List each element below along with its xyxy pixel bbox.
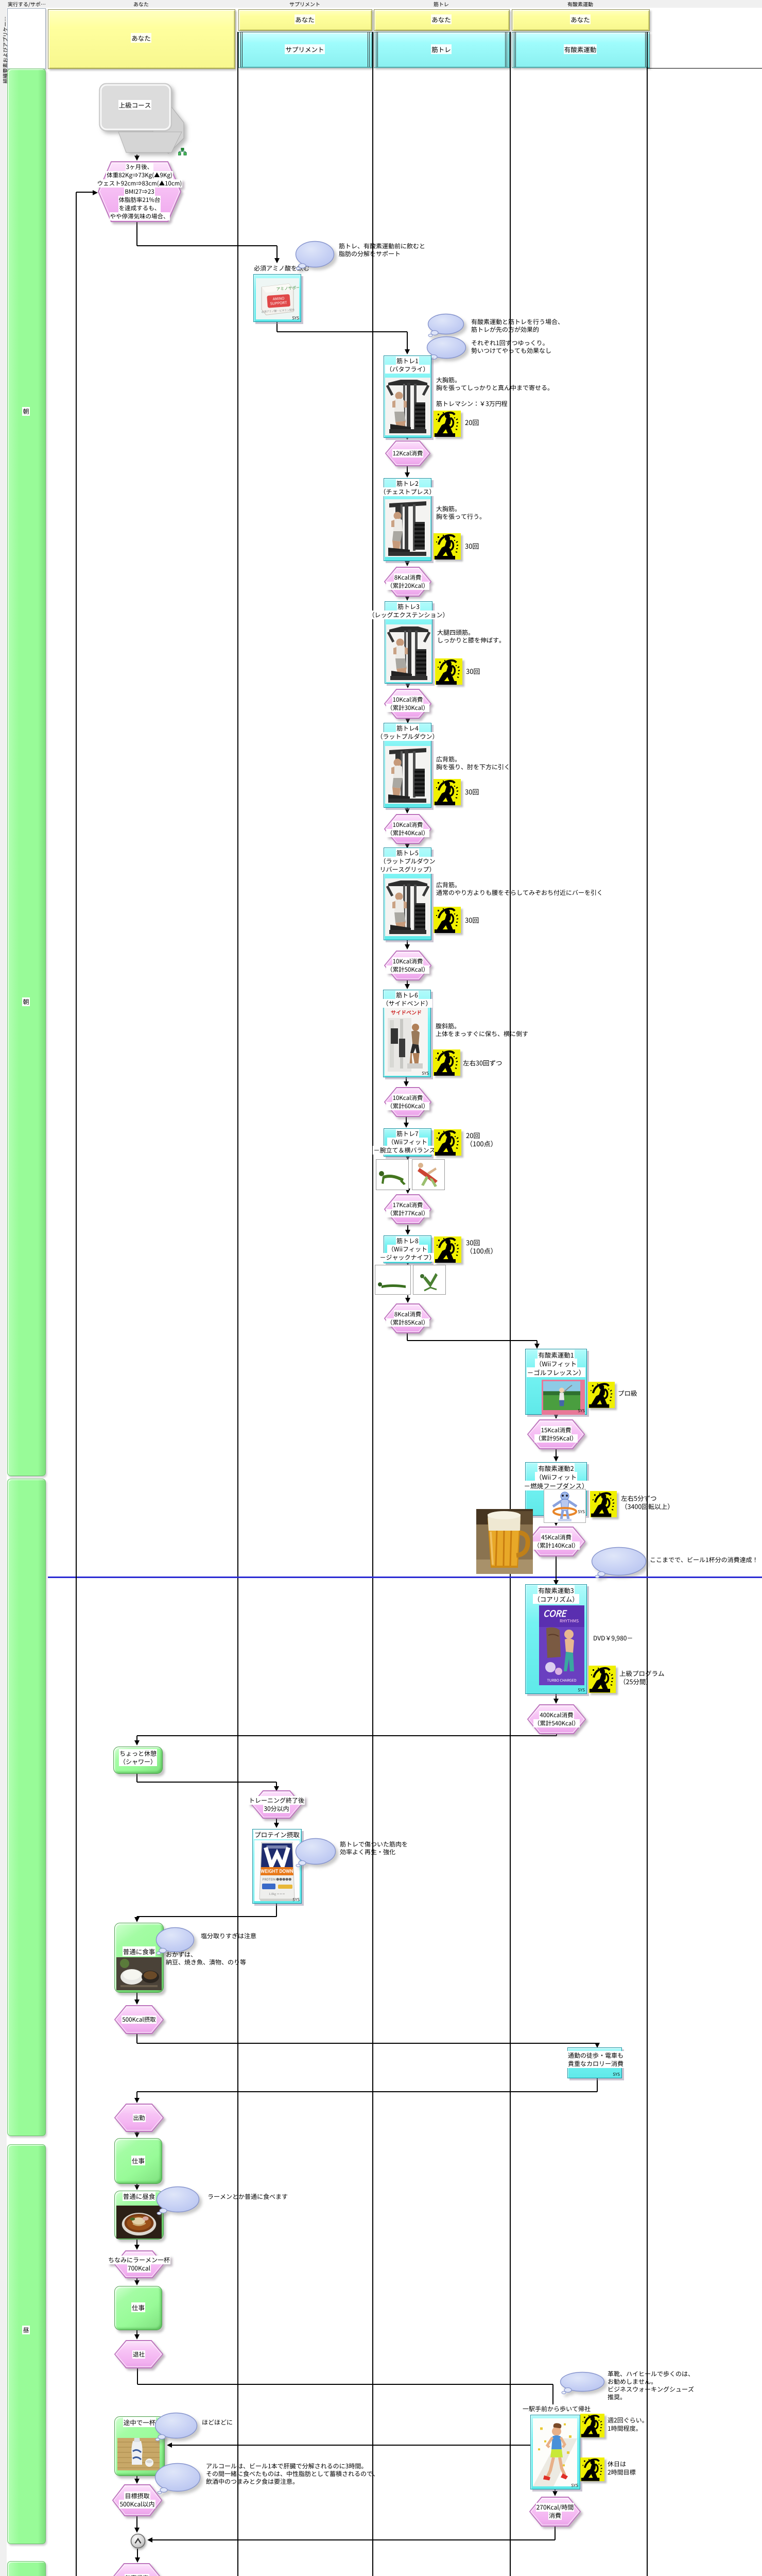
svg-text:TURBO CHARGED: TURBO CHARGED: [547, 1678, 576, 1683]
svg-text:PROTEIN ●●●●●: PROTEIN ●●●●●: [263, 1877, 292, 1882]
svg-text:必須アミノ酸・ビタミン配合: 必須アミノ酸・ビタミン配合: [262, 308, 295, 314]
svg-text:1.0kg ＝＝＝: 1.0kg ＝＝＝: [269, 1892, 285, 1896]
svg-text:WEIGHT DOWN: WEIGHT DOWN: [261, 1868, 293, 1874]
svg-text:アミノサポート: アミノサポート: [276, 284, 299, 292]
svg-text:AMINO: AMINO: [272, 296, 284, 301]
svg-text:SUPPORT: SUPPORT: [270, 300, 287, 307]
svg-text:サイドベンド: サイドベンド: [391, 1008, 422, 1016]
svg-text:CORE: CORE: [543, 1606, 567, 1619]
svg-text:RHYTHMS: RHYTHMS: [560, 1618, 579, 1624]
